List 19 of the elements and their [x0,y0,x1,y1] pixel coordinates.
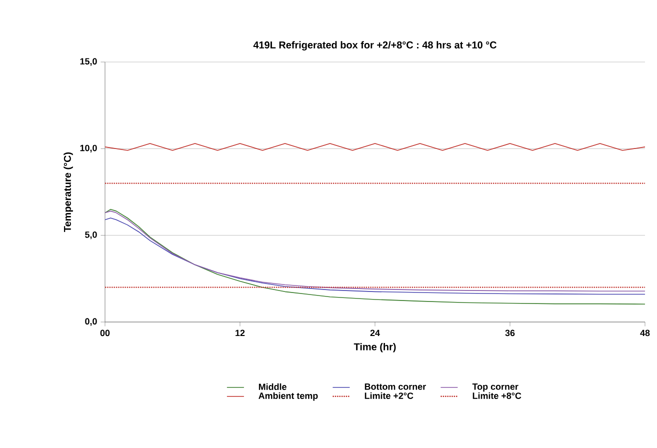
legend-label: Top corner [472,384,518,392]
x-axis-title: Time (hr) [354,342,396,352]
x-tick-label: 48 [640,330,650,336]
legend-label: Ambient temp [258,392,318,401]
legend-label: Middle [258,383,286,390]
legend-label: Limite +8°C [472,392,522,399]
legend-label: Limite +2°C [364,392,414,399]
x-tick-label: 24 [370,330,380,336]
y-tick-label: 10,0 [80,144,97,152]
x-tick-label: 00 [100,330,110,336]
legend-label: Bottom corner [364,384,426,390]
x-tick-label: 36 [505,330,515,336]
line-series [105,208,646,305]
y-axis-title: Temperature (°C) [64,152,73,232]
chart-title: 419L Refrigerated box for +2/+8°C : 48 hrs at +10 °C [253,41,496,50]
x-tick-label: 12 [236,330,245,336]
y-tick-label: 0,0 [85,318,97,326]
y-tick-label: 15,0 [80,58,97,66]
y-tick-label: 5,0 [85,232,97,240]
